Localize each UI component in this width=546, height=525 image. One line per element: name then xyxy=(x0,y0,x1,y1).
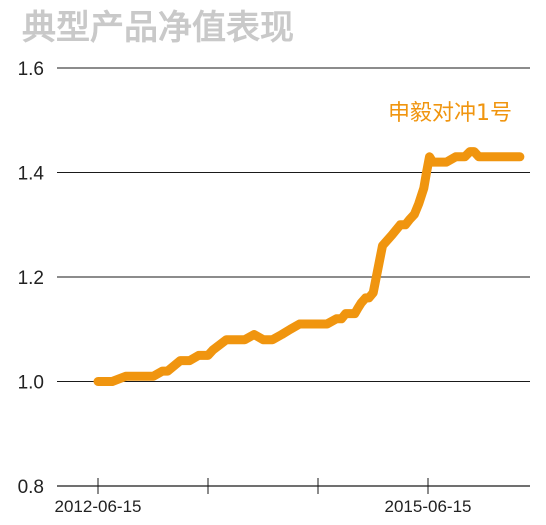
x-tick-label: 2015-06-15 xyxy=(385,497,472,516)
y-axis-ticks: 1.6 1.4 1.2 1.0 0.8 xyxy=(18,59,45,498)
series-line xyxy=(93,147,525,386)
chart-title: 典型产品净值表现 xyxy=(22,8,294,48)
y-tick-label: 1.6 xyxy=(18,59,44,80)
series-layer xyxy=(93,147,525,386)
x-axis-ticks: 2012-06-15 2015-06-15 xyxy=(55,478,472,516)
x-tick-label: 2012-06-15 xyxy=(55,497,142,516)
series-label: 申毅对冲1号 xyxy=(388,101,512,126)
grid-lines xyxy=(57,67,530,382)
y-tick-label: 0.8 xyxy=(18,477,44,498)
y-tick-label: 1.4 xyxy=(18,164,45,185)
y-tick-label: 1.0 xyxy=(18,373,44,394)
y-tick-label: 1.2 xyxy=(18,268,44,289)
